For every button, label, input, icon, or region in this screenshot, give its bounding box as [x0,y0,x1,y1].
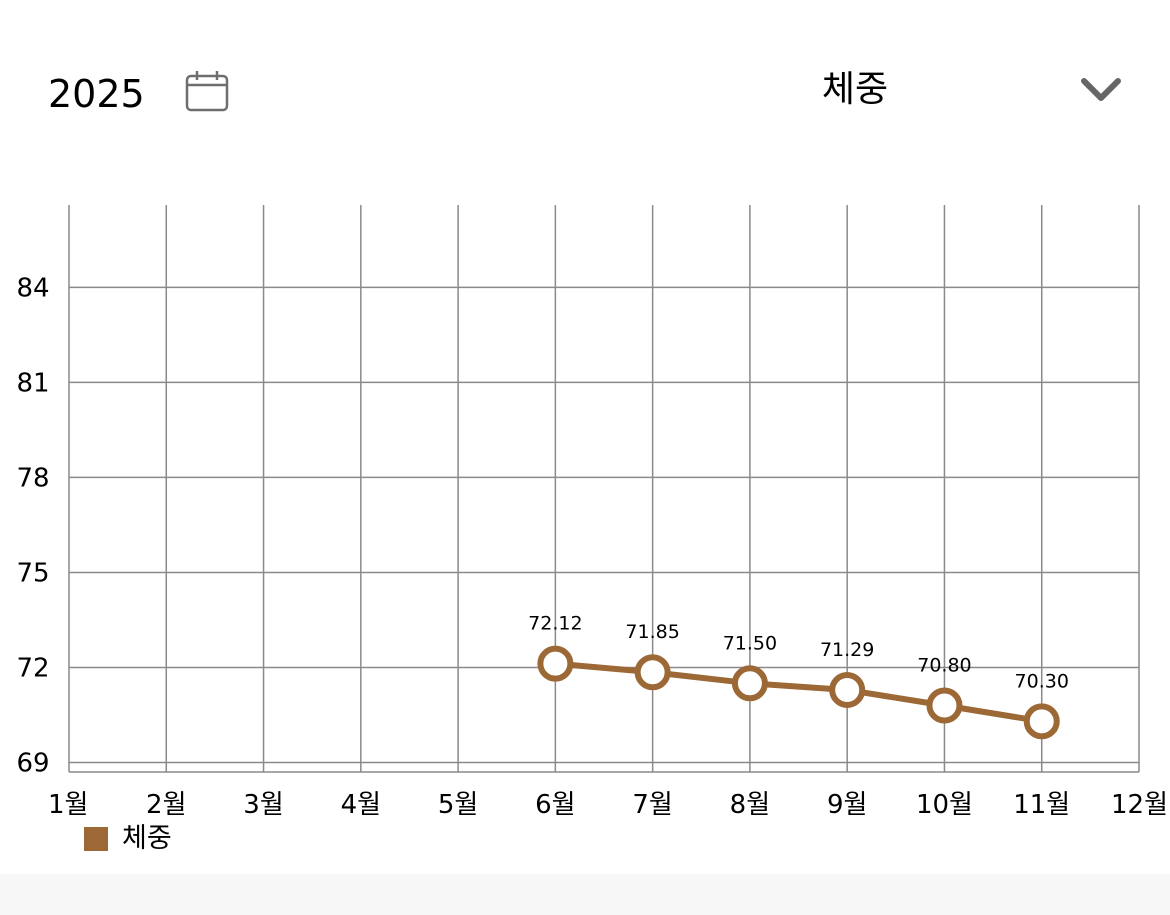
chart-grid [68,205,1140,773]
x-tick-label: 11월 [1013,790,1070,820]
data-point [537,645,574,682]
x-tick-label: 7월 [632,790,672,820]
y-tick-label: 81 [16,368,49,398]
data-label: 71.50 [723,632,777,654]
year-label[interactable]: 2025 [48,72,145,116]
data-point [829,671,866,708]
data-label: 71.29 [820,639,874,661]
y-tick-label: 78 [16,463,49,493]
y-tick-label: 84 [16,273,49,303]
data-label: 71.85 [625,621,679,643]
y-tick-label: 69 [16,748,49,778]
data-label: 70.80 [917,654,971,676]
x-tick-label: 6월 [535,790,575,820]
data-label: 72.12 [528,613,582,635]
chart-legend: 체중 [84,822,172,856]
data-point [1023,703,1060,740]
x-tick-label: 3월 [243,790,283,820]
y-axis-labels: 69 72 75 78 81 84 [16,273,49,778]
calendar-icon [185,71,229,112]
data-label: 70.30 [1015,670,1069,692]
data-point [926,687,963,724]
x-tick-label: 5월 [438,790,478,820]
legend-swatch [84,827,108,851]
legend-label: 체중 [122,823,172,854]
calendar-button[interactable] [184,70,230,114]
x-tick-label: 8월 [730,790,770,820]
x-tick-label: 12월 [1111,790,1168,820]
chevron-down-icon [1081,78,1121,101]
x-tick-label: 1월 [48,790,88,820]
series-weight: 72.12 71.85 71.50 71.29 70.80 70.30 [528,613,1069,740]
metric-dropdown-button[interactable] [1078,74,1124,108]
x-tick-label: 10월 [916,790,973,820]
y-tick-label: 75 [16,558,49,588]
weight-line-chart: 69 72 75 78 81 84 1월 2월 3월 4월 5월 6월 7월 8월 9월 10월 11월 12월… [16,205,1168,820]
bottom-bar [0,874,1170,915]
x-tick-label: 2월 [146,790,186,820]
y-tick-label: 72 [16,653,49,683]
x-tick-label: 9월 [827,790,867,820]
data-point [731,665,768,702]
data-point [634,654,671,691]
x-tick-label: 4월 [341,790,381,820]
chart-header: 2025 체중 [0,0,1170,180]
x-axis-labels: 1월 2월 3월 4월 5월 6월 7월 8월 9월 10월 11월 12월 [48,790,1168,820]
metric-select[interactable]: 체중 [821,69,889,110]
